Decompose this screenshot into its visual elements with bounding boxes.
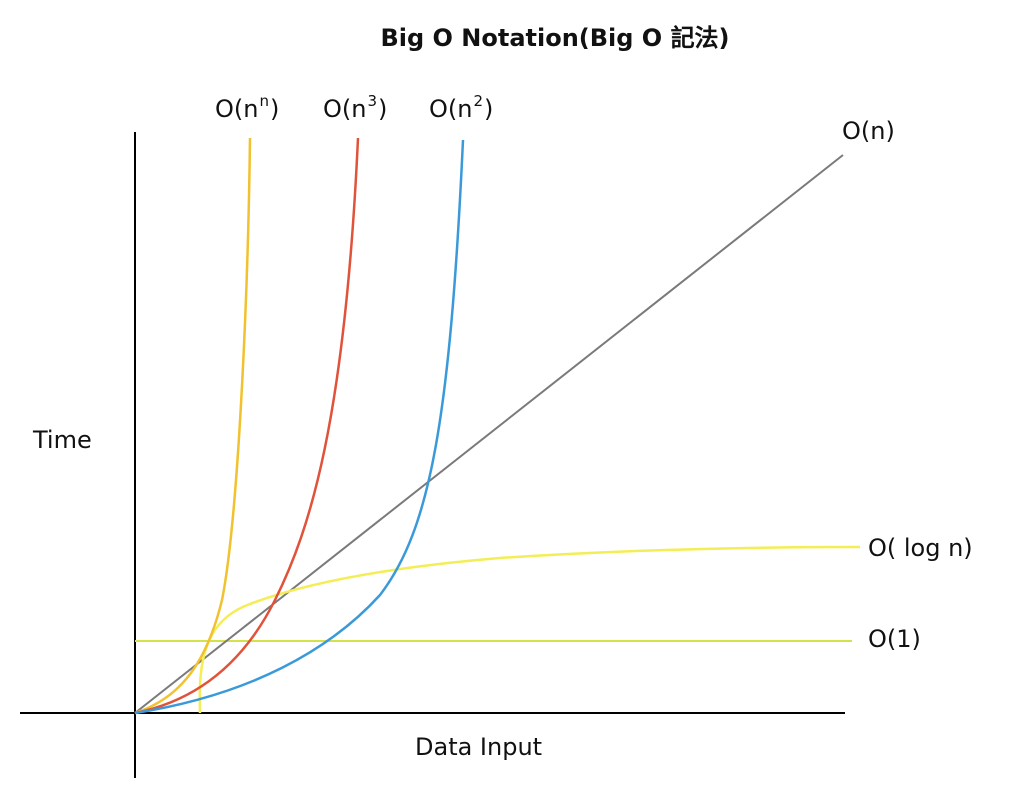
curve-o-n-n (134, 137, 252, 715)
curve-o-n (134, 154, 844, 714)
label-end: ) (378, 95, 388, 123)
label-o-n-n: O(nn) (215, 94, 279, 124)
curve-o-n-3 (134, 137, 360, 715)
label-base: O(n (215, 95, 259, 123)
label-o-n: O(n) (842, 117, 895, 145)
label-o-n-3: O(n3) (323, 94, 387, 124)
curve-o-n-2 (134, 139, 465, 715)
y-axis-label: Time (33, 426, 92, 454)
label-exponent: 2 (473, 92, 484, 110)
label-o-1: O(1) (868, 625, 921, 653)
label-base: O(n (323, 95, 367, 123)
curve-o-log-n (198, 545, 861, 714)
label-exponent: 3 (367, 92, 378, 110)
label-exponent: n (259, 92, 269, 110)
label-o-log-n: O( log n) (868, 534, 973, 562)
x-axis-label: Data Input (415, 733, 543, 761)
label-end: ) (484, 95, 494, 123)
label-end: ) (269, 95, 280, 123)
label-base: O(n (429, 95, 473, 123)
diagram-title: Big O Notation(Big O 記法) (380, 24, 730, 52)
label-o-n-2: O(n2) (429, 94, 493, 124)
